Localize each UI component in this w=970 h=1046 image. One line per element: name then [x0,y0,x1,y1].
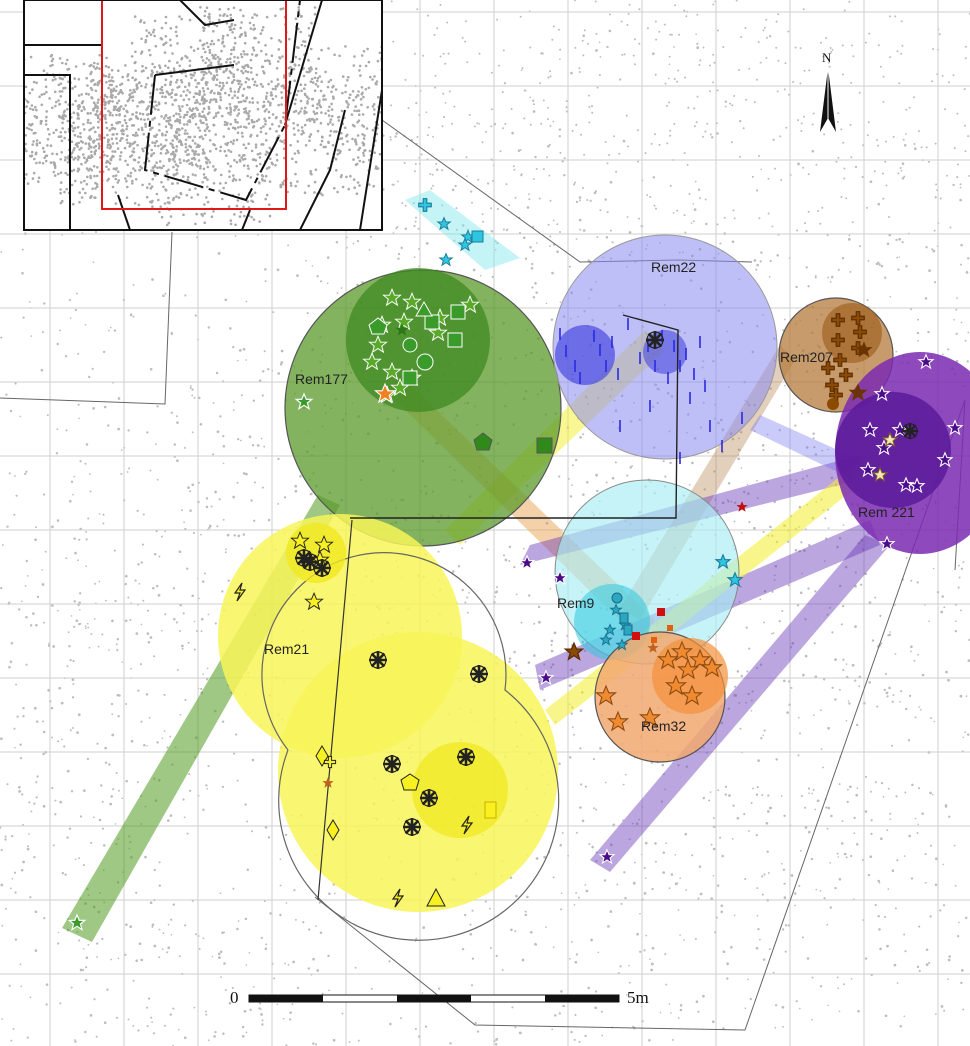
cluster-rem22-inner-1 [555,325,615,385]
marker-square [536,437,553,454]
cluster-rem21-core-2 [412,742,508,838]
marker-pentagon [368,317,388,335]
marker-asterisk-yellow [367,649,389,671]
marker-diamond-yellow [326,819,340,841]
label-rem22: Rem22 [651,259,696,275]
marker-square-red [657,608,665,616]
band-blue [750,415,860,478]
marker-triangle-yellow [426,887,446,907]
marker-square [424,314,440,330]
scale-start-label: 0 [230,988,239,1007]
marker-square-cyan [619,612,629,624]
marker-asterisk-yellow [401,816,423,838]
scale-end-label: 5m [627,988,649,1007]
marker-rect-yellow [484,801,497,819]
marker-asterisk-yellow [418,787,440,809]
band-cyan [405,190,520,270]
test-pit-outline [350,314,679,519]
cluster-rem177-inner [346,268,490,412]
marker-square-red [632,632,640,640]
label-rem9: Rem9 [557,595,595,611]
marker-triangle [415,300,433,317]
marker-circle [402,337,418,353]
marker-asterisk-yellow [468,663,490,685]
marker-pentagon-yellow [400,773,420,791]
test-pit-line-2 [317,519,353,901]
band-purple-3 [590,535,890,872]
inset-highlight-frame [101,0,287,210]
inset-overview-map [23,0,383,231]
marker-square-cyan [623,624,633,636]
cluster-rem221-inner [835,392,951,508]
rem22-bone-fragments [559,318,743,464]
north-label: N [822,50,832,65]
marker-circle-cyan [611,592,623,604]
marker-asterisk-yellow [455,746,477,768]
marker-square [402,370,418,386]
cluster-labels: Rem177 Rem22 Rem207 Rem 221 Rem21 Rem9 R… [264,259,915,734]
marker-asterisk-yellow [900,421,920,441]
marker-square-orange [667,625,673,631]
scale-bar: 0 5m [230,988,649,1007]
north-arrow: N [820,50,836,132]
label-rem221: Rem 221 [858,504,915,520]
inset-boundaries [24,0,382,230]
cluster-rem21-outline [261,552,560,941]
marker-circle [416,353,434,371]
marker-square-orange [651,637,657,643]
marker-square [447,332,463,348]
marker-asterisk-yellow [644,329,666,351]
label-rem21: Rem21 [264,641,309,657]
marker-circle-brown [827,398,839,410]
label-rem207: Rem207 [780,349,833,365]
artifact-symbols [68,198,963,931]
inset-dots [24,6,382,227]
clusters [218,234,970,941]
marker-square [450,304,466,320]
marker-asterisk-yellow [299,551,321,573]
label-rem32: Rem32 [641,718,686,734]
marker-pentagon [473,432,493,451]
marker-star-cyan [439,253,453,266]
marker-asterisk-yellow [381,753,403,775]
marker-square-cyan [471,230,484,243]
label-rem177: Rem177 [295,371,348,387]
